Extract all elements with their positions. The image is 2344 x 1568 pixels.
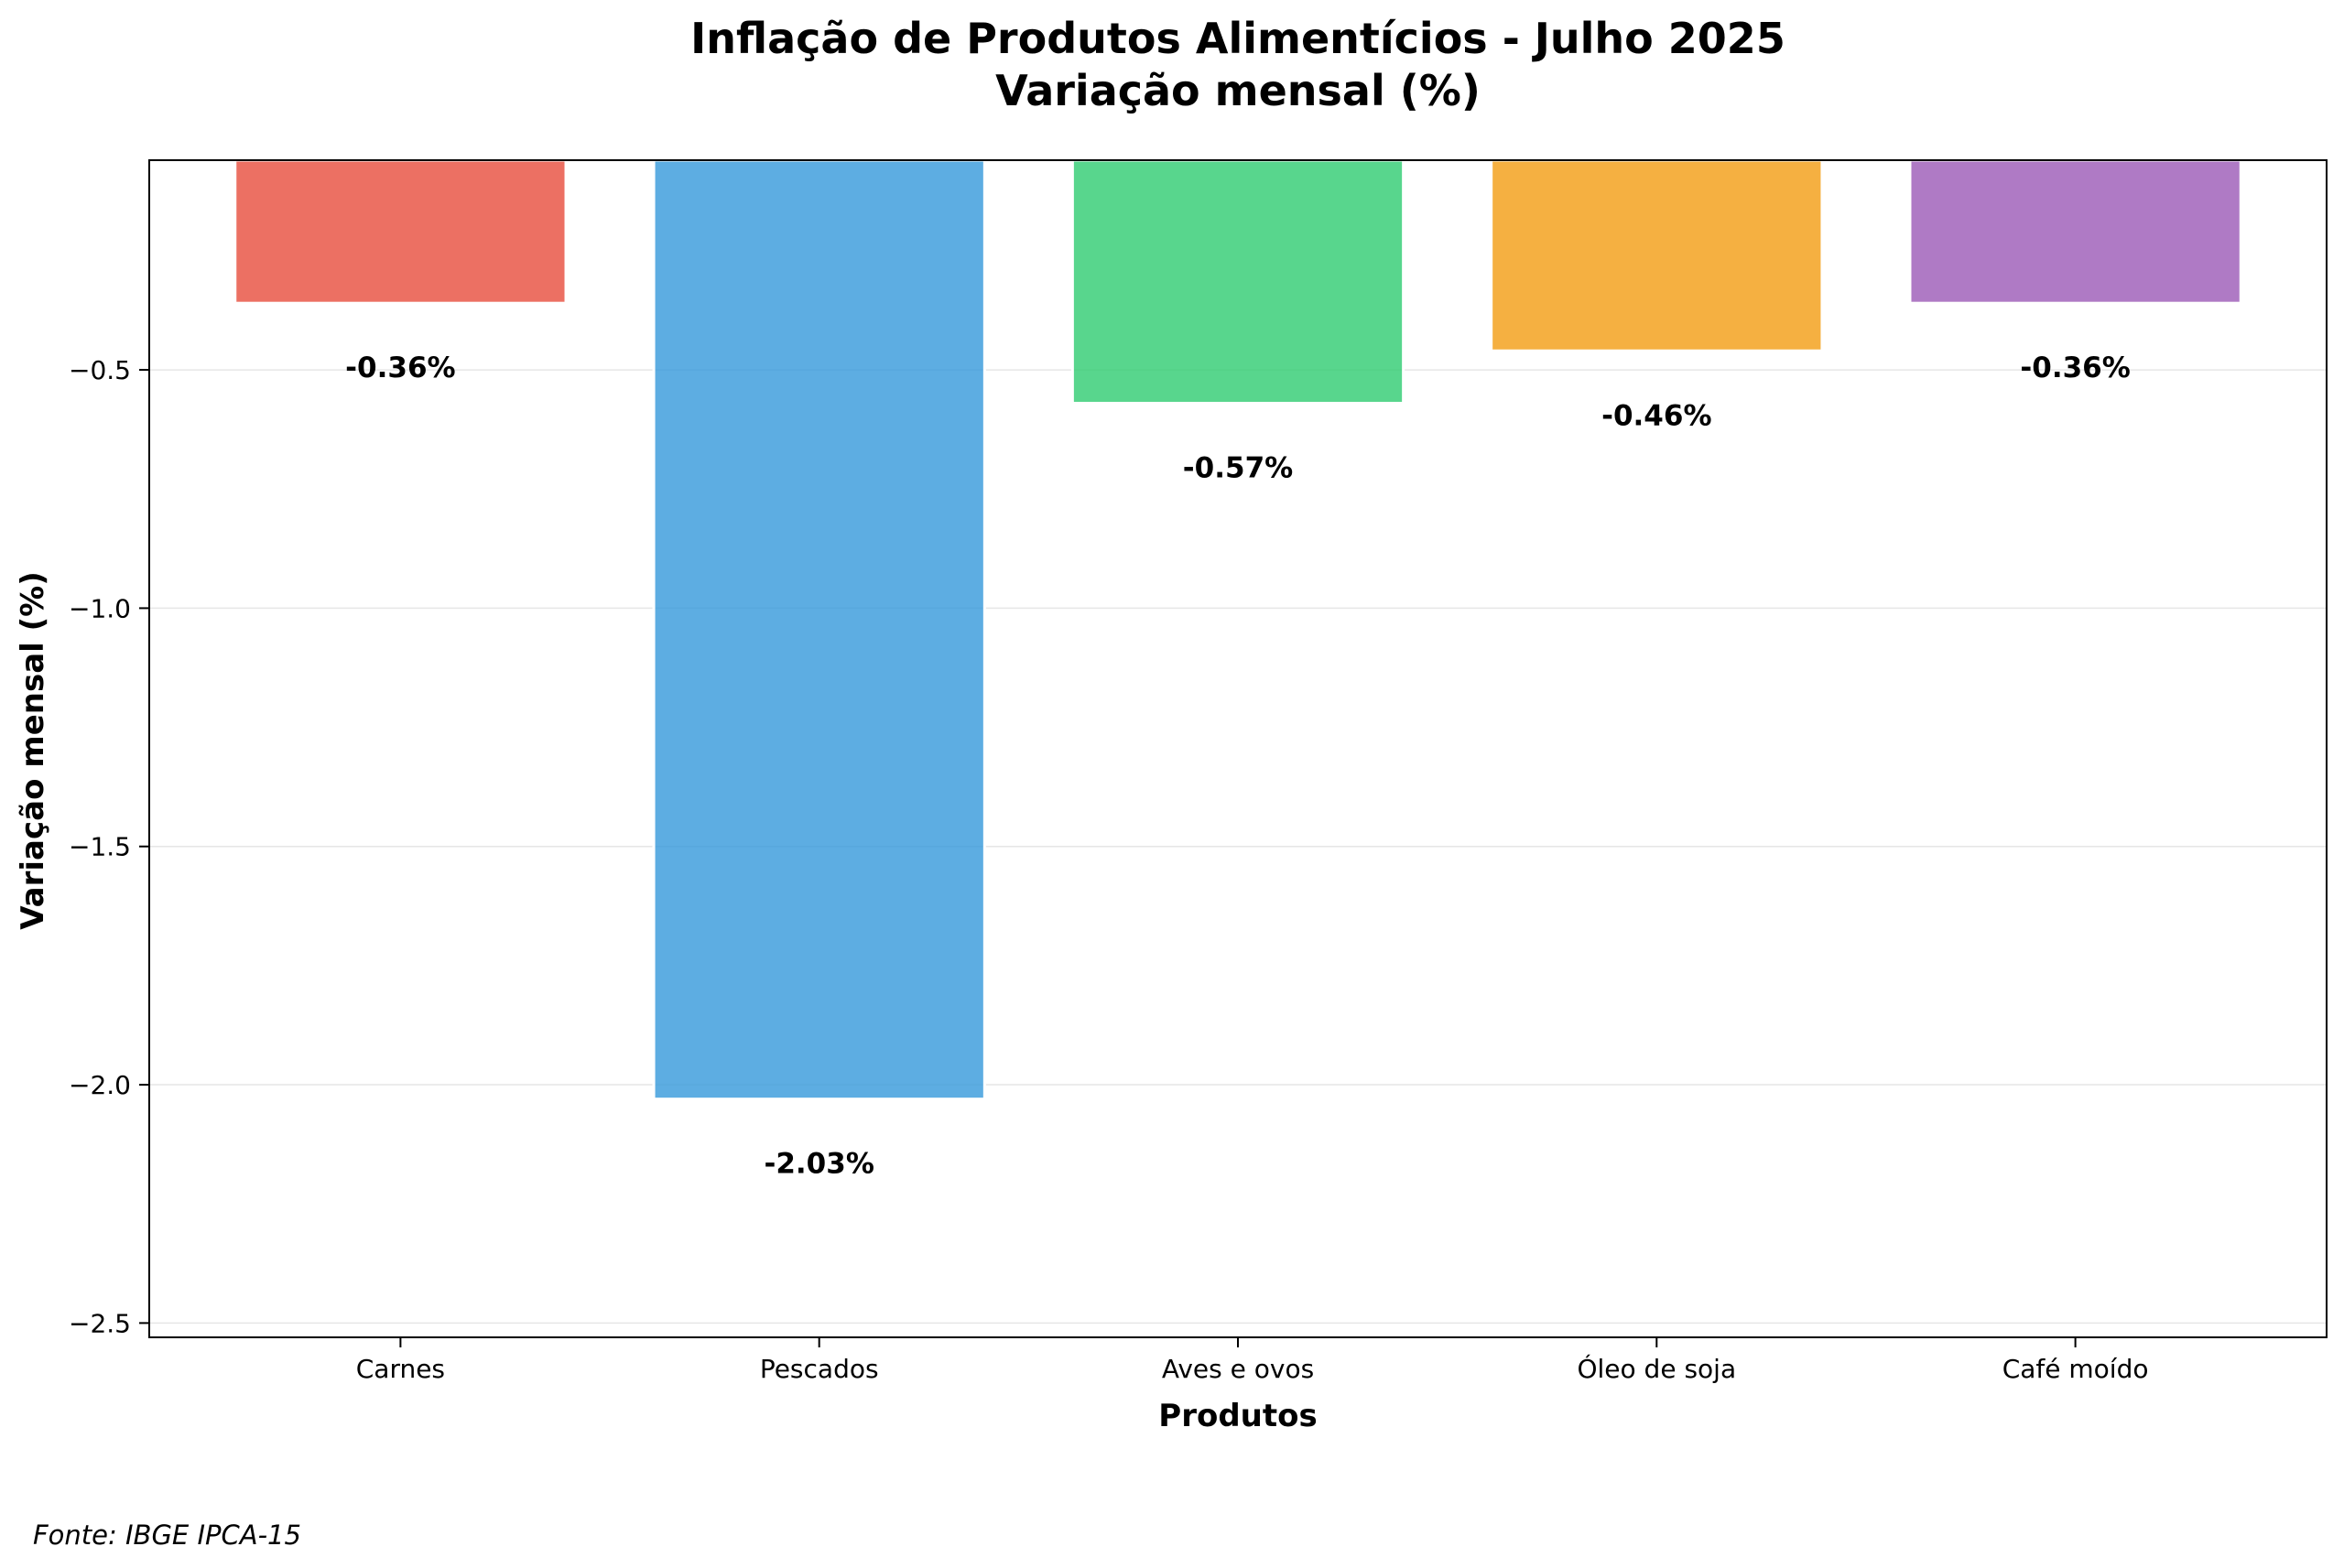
data-label: -2.03% bbox=[764, 1148, 874, 1181]
bar-0 bbox=[233, 158, 568, 305]
chart-subtitle: Variação mensal (%) bbox=[995, 66, 1481, 115]
bars bbox=[233, 158, 2242, 1101]
x-axis-title: Produtos bbox=[1158, 1398, 1317, 1434]
x-tick-label: Carnes bbox=[356, 1354, 445, 1384]
bar-4 bbox=[1908, 158, 2242, 305]
x-tick-label: Pescados bbox=[760, 1354, 879, 1384]
plot-area-frame bbox=[148, 159, 2328, 1338]
source-note: Fonte: IBGE IPCA-15 bbox=[33, 1519, 301, 1551]
y-tick-label: −2.5 bbox=[69, 1308, 131, 1338]
x-tick-label: Óleo de soja bbox=[1577, 1353, 1736, 1384]
y-tick-label: −2.0 bbox=[69, 1070, 131, 1100]
bar-1 bbox=[652, 158, 986, 1101]
data-label: -0.46% bbox=[1601, 399, 1711, 432]
data-label: -0.36% bbox=[2020, 351, 2130, 384]
bar-3 bbox=[1490, 158, 1824, 352]
y-axis-title: Variação mensal (%) bbox=[15, 571, 51, 930]
y-tick-label: −1.5 bbox=[69, 832, 131, 862]
y-tick-label: −0.5 bbox=[69, 355, 131, 385]
data-labels: -0.36% -2.03% -0.57% -0.46% -0.36% bbox=[345, 351, 2131, 1180]
data-label: -0.57% bbox=[1183, 452, 1293, 485]
x-axis-ticks: Carnes Pescados Aves e ovos Óleo de soja Caf… bbox=[356, 1337, 2149, 1384]
x-tick-label: Aves e ovos bbox=[1162, 1354, 1314, 1384]
x-tick-label: Café moído bbox=[2002, 1354, 2149, 1384]
data-label: -0.36% bbox=[345, 351, 455, 384]
chart-title: Inflação de Produtos Alimentícios - Julh… bbox=[690, 14, 1785, 63]
gridlines bbox=[149, 369, 2327, 1325]
y-axis-ticks: −0.5 −1.0 −1.5 −2.0 −2.5 bbox=[69, 355, 149, 1338]
y-tick-label: −1.0 bbox=[69, 593, 131, 623]
bar-2 bbox=[1070, 158, 1405, 406]
